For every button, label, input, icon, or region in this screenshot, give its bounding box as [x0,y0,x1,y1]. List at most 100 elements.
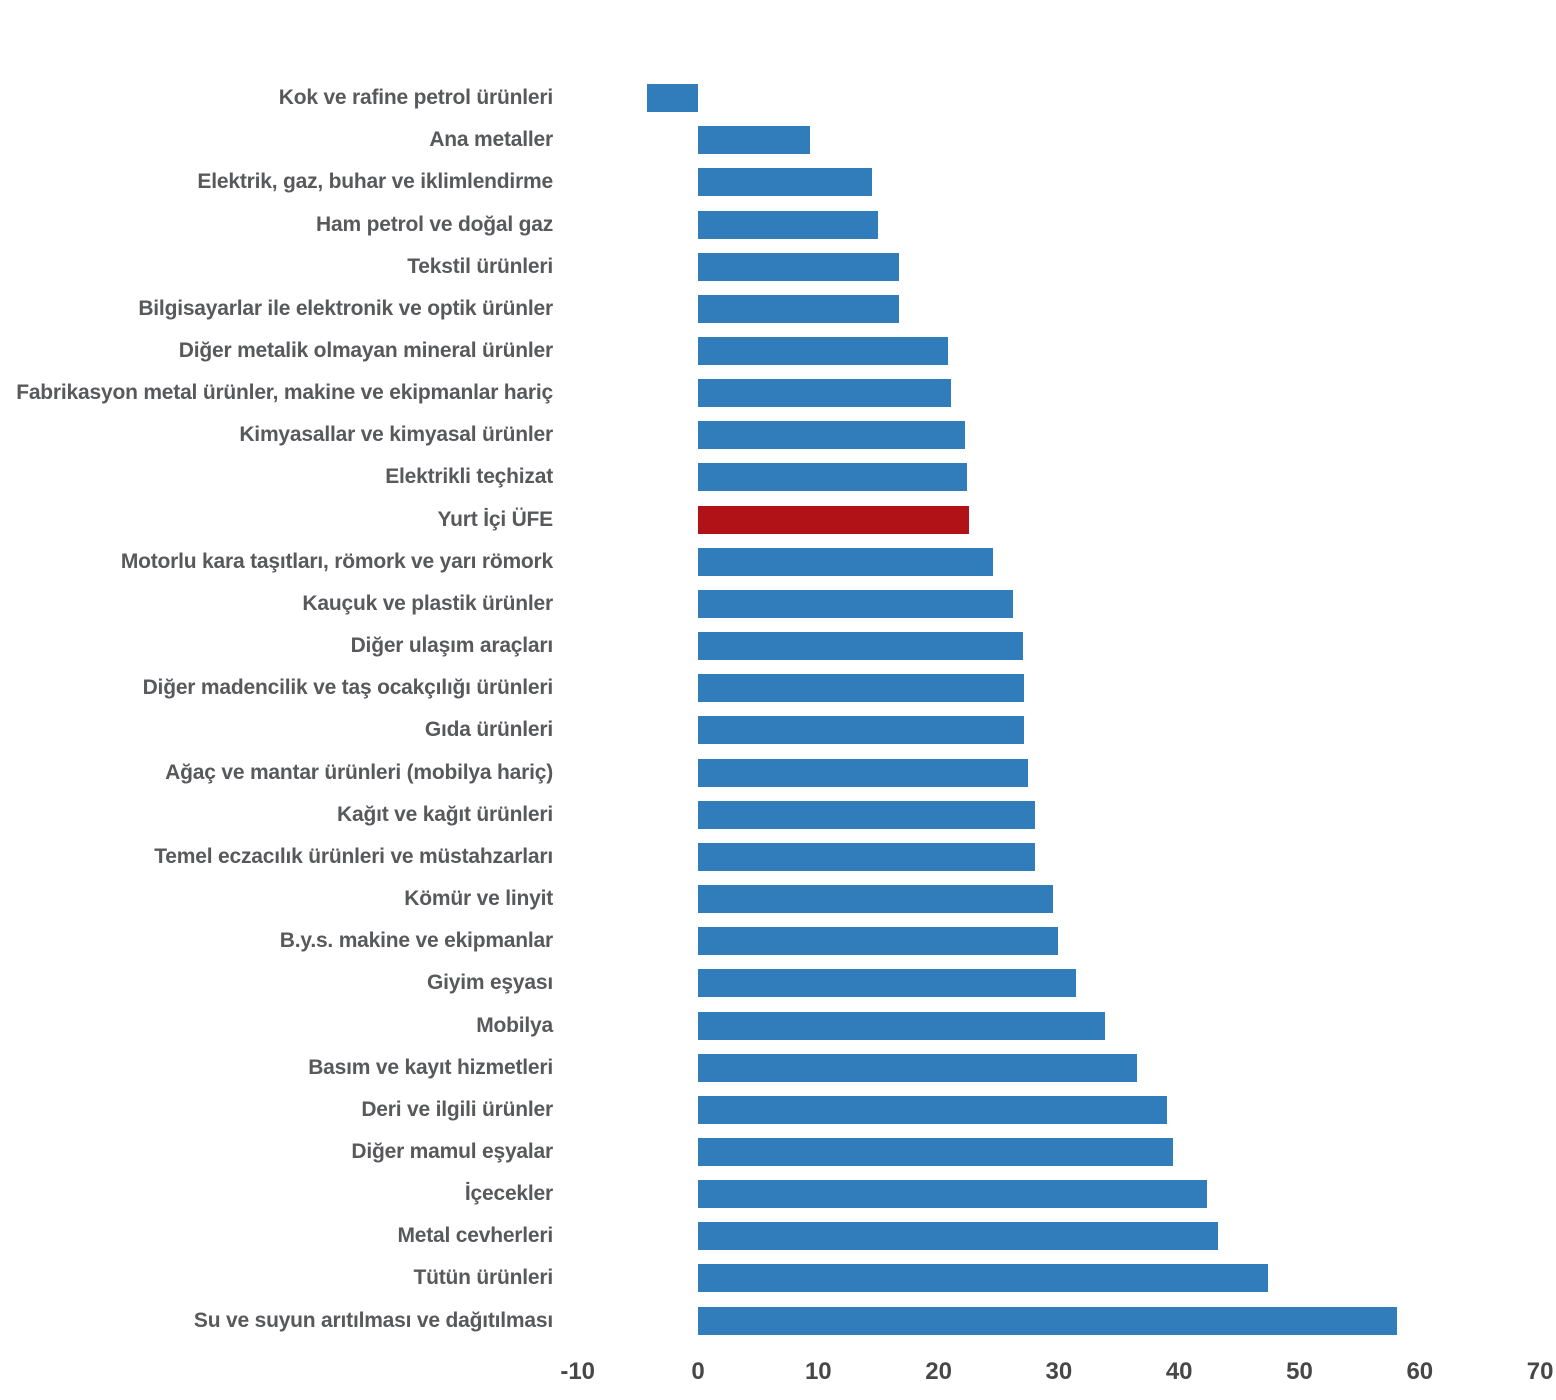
bar-track [560,583,1556,625]
bar [698,168,873,197]
category-label: Tütün ürünleri [413,1266,553,1290]
bar-row: Basım ve kayıt hizmetleri [0,1047,1556,1089]
category-label-cell: B.y.s. makine ve ekipmanlar [0,920,560,962]
bar-track [560,330,1556,372]
bar-track [560,456,1556,498]
bar [698,1222,1218,1251]
category-label-cell: Ana metaller [0,119,560,161]
bar-track [560,203,1556,245]
category-label: B.y.s. makine ve ekipmanlar [279,929,553,953]
bar-row: Kauçuk ve plastik ürünler [0,583,1556,625]
bar-track [560,1300,1556,1342]
category-label-cell: Basım ve kayıt hizmetleri [0,1047,560,1089]
category-label: Fabrikasyon metal ürünler, makine ve eki… [16,381,553,405]
category-label: Metal cevherleri [397,1224,553,1248]
bar-row: Bilgisayarlar ile elektronik ve optik ür… [0,288,1556,330]
chart-rows: Kok ve rafine petrol ürünleri Ana metalle… [0,77,1556,1342]
bar-row: Kimyasallar ve kimyasal ürünler [0,414,1556,456]
bar-row: Ana metaller [0,119,1556,161]
bar-track [560,499,1556,541]
bar-track [560,667,1556,709]
bar-track [560,288,1556,330]
x-axis-tick-label: 10 [804,1358,832,1385]
bar-row: Diğer madencilik ve taş ocakçılığı ürünl… [0,667,1556,709]
bar-track [560,878,1556,920]
bar [698,421,966,450]
bar-track [560,1047,1556,1089]
bar-row: Mobilya [0,1004,1556,1046]
category-label-cell: Elektrik, gaz, buhar ve iklimlendirme [0,161,560,203]
bar-track [560,1173,1556,1215]
bar [647,84,698,113]
category-label-cell: Kok ve rafine petrol ürünleri [0,77,560,119]
category-label: Elektrikli teçhizat [385,465,553,489]
category-label: Kauçuk ve plastik ürünler [302,591,553,615]
bar-row: Diğer ulaşım araçları [0,625,1556,667]
category-label-cell: Deri ve ilgili ürünler [0,1089,560,1131]
category-label-cell: Yurt İçi ÜFE [0,499,560,541]
bar [698,1137,1174,1166]
category-label: Mobilya [476,1013,553,1037]
bar-track [560,541,1556,583]
category-label: Tekstil ürünleri [407,254,553,278]
x-axis-tick-label: 30 [1045,1358,1073,1385]
bar-track [560,1131,1556,1173]
bar [698,969,1076,998]
bar-row: Elektrik, gaz, buhar ve iklimlendirme [0,161,1556,203]
category-label: Temel eczacılık ürünleri ve müstahzarlar… [154,844,553,868]
category-label: Diğer madencilik ve taş ocakçılığı ürünl… [142,676,554,700]
category-label-cell: Giyim eşyası [0,962,560,1004]
bar [698,126,810,155]
bar-track [560,836,1556,878]
bar [698,800,1035,829]
x-axis-tick-label: 20 [925,1358,952,1385]
bar [698,1306,1397,1335]
bar [698,1264,1269,1293]
bar-row: Tütün ürünleri [0,1257,1556,1299]
x-axis-tick-label: 70 [1526,1358,1554,1385]
bar-row: Ham petrol ve doğal gaz [0,203,1556,245]
category-label: Kağıt ve kağıt ürünleri [337,802,553,826]
bar [698,463,968,492]
category-label-cell: Diğer ulaşım araçları [0,625,560,667]
category-label: Motorlu kara taşıtları, römork ve yarı r… [120,549,553,573]
bar [698,337,949,366]
category-label-cell: Metal cevherleri [0,1215,560,1257]
bar [698,1053,1138,1082]
category-label-cell: Kauçuk ve plastik ürünler [0,583,560,625]
x-axis-tick-label: 60 [1406,1358,1434,1385]
bar-track [560,709,1556,751]
category-label: Kok ve rafine petrol ürünleri [278,86,553,110]
bar-row: Fabrikasyon metal ürünler, makine ve eki… [0,372,1556,414]
bar-row: İçecekler [0,1173,1556,1215]
bar-row: Metal cevherleri [0,1215,1556,1257]
bar-track [560,794,1556,836]
category-label-cell: Kağıt ve kağıt ürünleri [0,794,560,836]
bar-row: Deri ve ilgili ürünler [0,1089,1556,1131]
category-label-cell: Ham petrol ve doğal gaz [0,203,560,245]
bar [698,252,899,281]
category-label: Deri ve ilgili ürünler [361,1097,553,1121]
category-label: Basım ve kayıt hizmetleri [308,1055,553,1079]
bar-track [560,962,1556,1004]
bar-track [560,414,1556,456]
category-label: Gıda ürünleri [424,718,553,742]
highlight-bar [698,505,969,534]
bar-row: Motorlu kara taşıtları, römork ve yarı r… [0,541,1556,583]
category-label: Giyim eşyası [426,971,553,995]
category-label-cell: Diğer metalik olmayan mineral ürünler [0,330,560,372]
bar [698,589,1014,618]
category-label-cell: Diğer mamul eşyalar [0,1131,560,1173]
bar-track [560,1089,1556,1131]
bar-track [560,77,1556,119]
bar-row: Temel eczacılık ürünleri ve müstahzarlar… [0,836,1556,878]
bar-row: Ağaç ve mantar ürünleri (mobilya hariç) [0,752,1556,794]
category-label: İçecekler [464,1182,553,1206]
bar [698,885,1053,914]
bar-track [560,1215,1556,1257]
category-label-cell: Tekstil ürünleri [0,246,560,288]
bar-row: Kok ve rafine petrol ürünleri [0,77,1556,119]
x-axis-tick-label: -10 [560,1358,596,1385]
category-label: Kimyasallar ve kimyasal ürünler [239,423,553,447]
